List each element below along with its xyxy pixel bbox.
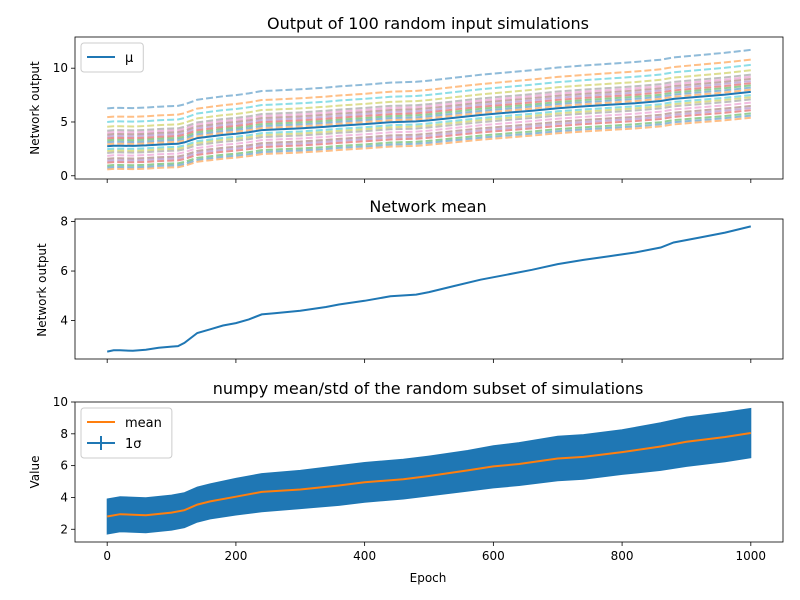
legend-entry: 1σ bbox=[87, 436, 142, 452]
simulation-line bbox=[107, 114, 751, 169]
legend-label: 1σ bbox=[125, 437, 142, 452]
legend-entry: μ bbox=[87, 51, 133, 66]
chart-title: Network mean bbox=[369, 197, 486, 216]
simulation-line bbox=[107, 116, 751, 171]
simulation-line bbox=[107, 104, 751, 160]
x-axis-label: Epoch bbox=[410, 571, 447, 585]
simulation-line bbox=[107, 94, 751, 151]
panel-simulations: Output of 100 random input simulations N… bbox=[28, 14, 784, 183]
legend-label: μ bbox=[125, 51, 133, 66]
y-tick-label: 8 bbox=[60, 214, 68, 228]
y-axis-label: Network output bbox=[35, 243, 49, 337]
x-tick-label: 1000 bbox=[736, 549, 767, 563]
panel-numpy-stats: numpy mean/std of the random subset of s… bbox=[28, 379, 784, 585]
axes-frame bbox=[74, 401, 784, 543]
simulation-line bbox=[107, 75, 751, 134]
simulation-line bbox=[107, 77, 751, 136]
simulation-line bbox=[107, 63, 751, 123]
x-tick-label: 400 bbox=[353, 549, 376, 563]
plot-area: 0 200 400 600 800 1000 2 4 6 8 10 mean 1σ bbox=[53, 395, 784, 563]
simulation-line bbox=[107, 86, 751, 144]
y-axis-label: Value bbox=[28, 456, 42, 489]
plot-area: 0 5 10 μ bbox=[53, 36, 784, 183]
y-tick-label: 5 bbox=[60, 115, 68, 129]
y-tick-label: 2 bbox=[60, 522, 68, 536]
chart-title: numpy mean/std of the random subset of s… bbox=[213, 379, 644, 398]
simulation-line bbox=[107, 80, 751, 138]
mean-line bbox=[107, 90, 751, 148]
axes-frame bbox=[74, 36, 784, 180]
legend-label: mean bbox=[125, 416, 162, 431]
legend-entry: mean bbox=[87, 416, 162, 431]
y-tick-label: 8 bbox=[60, 427, 68, 441]
plot-area: 4 6 8 bbox=[60, 214, 784, 363]
simulation-line bbox=[107, 84, 751, 142]
x-tick-label: 800 bbox=[611, 549, 634, 563]
simulation-line bbox=[107, 112, 751, 167]
y-tick-label: 6 bbox=[60, 459, 68, 473]
x-tick-label: 600 bbox=[482, 549, 505, 563]
simulation-line bbox=[107, 109, 751, 164]
simulation-line bbox=[107, 69, 751, 128]
simulation-line bbox=[107, 101, 751, 157]
simulation-line bbox=[107, 98, 751, 154]
simulation-line bbox=[107, 107, 751, 162]
mean-line bbox=[107, 225, 752, 353]
simulation-line bbox=[107, 58, 751, 119]
y-tick-label: 4 bbox=[60, 314, 68, 328]
chart-title: Output of 100 random input simulations bbox=[267, 14, 589, 33]
simulation-lines bbox=[107, 48, 751, 171]
simulation-line bbox=[107, 82, 751, 140]
simulation-line bbox=[107, 73, 751, 132]
mean-line bbox=[107, 432, 751, 518]
x-tick-label: 200 bbox=[224, 549, 247, 563]
legend: μ bbox=[80, 42, 144, 73]
simulation-line bbox=[107, 96, 751, 152]
y-tick-label: 4 bbox=[60, 490, 68, 504]
legend: mean 1σ bbox=[80, 407, 173, 459]
simulation-line bbox=[107, 88, 751, 146]
panel-network-mean: Network mean Network output 4 6 8 bbox=[35, 197, 784, 363]
y-tick-label: 10 bbox=[53, 61, 68, 75]
y-tick-label: 10 bbox=[53, 395, 68, 409]
std-band bbox=[106, 407, 752, 535]
y-tick-label: 0 bbox=[60, 169, 68, 183]
simulation-line bbox=[107, 48, 751, 110]
legend-box bbox=[80, 407, 173, 459]
y-axis-label: Network output bbox=[28, 61, 42, 155]
y-tick-label: 6 bbox=[60, 264, 68, 278]
x-tick-label: 0 bbox=[103, 549, 111, 563]
axes-frame bbox=[74, 218, 784, 360]
